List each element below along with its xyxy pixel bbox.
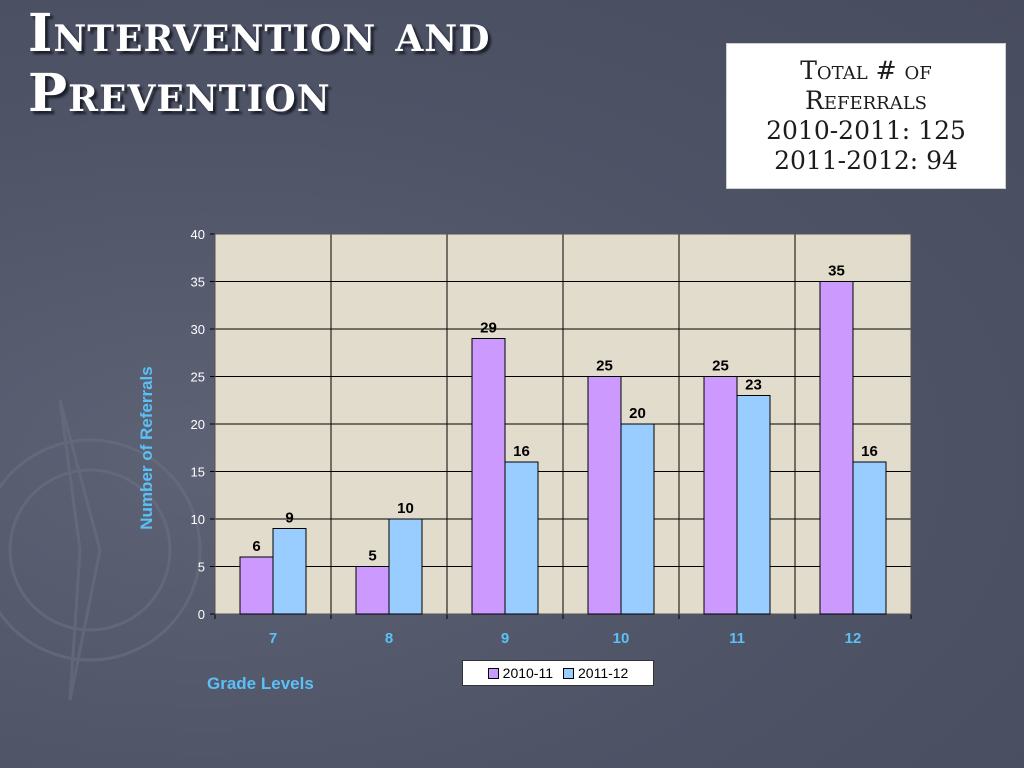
bar-2011-12-grade-7 [272, 528, 307, 615]
total-label-line-2: Referrals [805, 86, 927, 115]
data-label: 25 [712, 358, 729, 375]
x-tick-label: 10 [613, 630, 630, 647]
chart-legend: 2010-11 2011-12 [462, 660, 654, 686]
x-tick-label: 7 [269, 630, 277, 647]
y-tick-label: 0 [198, 607, 205, 622]
total-2011-2012: 2011-2012: 94 [774, 146, 958, 175]
slide-title: Intervention and Prevention [28, 4, 490, 124]
title-line-2: Prevention [28, 63, 331, 124]
y-tick-label: 40 [191, 227, 205, 242]
data-label: 6 [252, 538, 260, 555]
x-tick-label: 11 [729, 630, 745, 647]
legend-label-2010-11: 2010-11 [502, 665, 553, 681]
y-tick-label: 5 [198, 560, 205, 575]
legend-item-2011-12: 2011-12 [563, 665, 628, 681]
y-tick-label: 10 [191, 512, 205, 527]
legend-item-2010-11: 2010-11 [487, 665, 553, 681]
legend-swatch-2011-12 [563, 667, 574, 679]
data-label: 23 [745, 377, 762, 394]
x-tick-label: 9 [501, 630, 509, 647]
data-label: 16 [513, 443, 530, 460]
bar-2011-12-grade-11 [736, 395, 771, 615]
data-label: 35 [828, 263, 845, 280]
legend-label-2011-12: 2011-12 [578, 665, 629, 681]
total-2010-2011: 2010-2011: 125 [766, 116, 966, 145]
compass-watermark-icon [0, 399, 202, 701]
plot-border [214, 233, 912, 615]
title-line-1: Intervention and [28, 3, 491, 64]
bar-2010-11-grade-8 [355, 566, 390, 615]
y-tick-label: 20 [191, 417, 205, 432]
bar-2010-11-grade-7 [239, 556, 274, 615]
bar-2010-11-grade-11 [703, 376, 738, 615]
bar-2011-12-grade-8 [388, 518, 423, 615]
bar-2010-11-grade-12 [819, 281, 854, 615]
data-label: 16 [861, 443, 878, 460]
data-label: 5 [368, 548, 376, 565]
data-label: 10 [397, 500, 414, 517]
y-tick-label: 30 [191, 322, 205, 337]
x-tick-label: 8 [385, 630, 393, 647]
total-referrals-box: Total # of Referrals 2010-2011: 125 2011… [726, 43, 1006, 189]
y-tick-label: 15 [191, 465, 205, 480]
bar-2011-12-grade-9 [504, 461, 539, 615]
x-tick-label: 12 [845, 630, 862, 647]
data-label: 29 [480, 320, 497, 337]
data-label: 9 [285, 510, 293, 527]
data-label: 20 [629, 405, 646, 422]
x-axis-label: Grade Levels [207, 674, 314, 693]
y-axis-label: Number of Referrals [137, 366, 156, 530]
y-tick-label: 35 [191, 275, 205, 290]
total-label-line-1: Total # of [800, 56, 932, 85]
bar-2011-12-grade-12 [852, 461, 887, 615]
bar-2010-11-grade-9 [471, 338, 506, 615]
bar-2010-11-grade-10 [587, 376, 622, 615]
data-label: 25 [596, 358, 613, 375]
legend-swatch-2010-11 [487, 667, 499, 679]
y-tick-label: 25 [191, 370, 205, 385]
bar-2011-12-grade-10 [620, 423, 655, 615]
